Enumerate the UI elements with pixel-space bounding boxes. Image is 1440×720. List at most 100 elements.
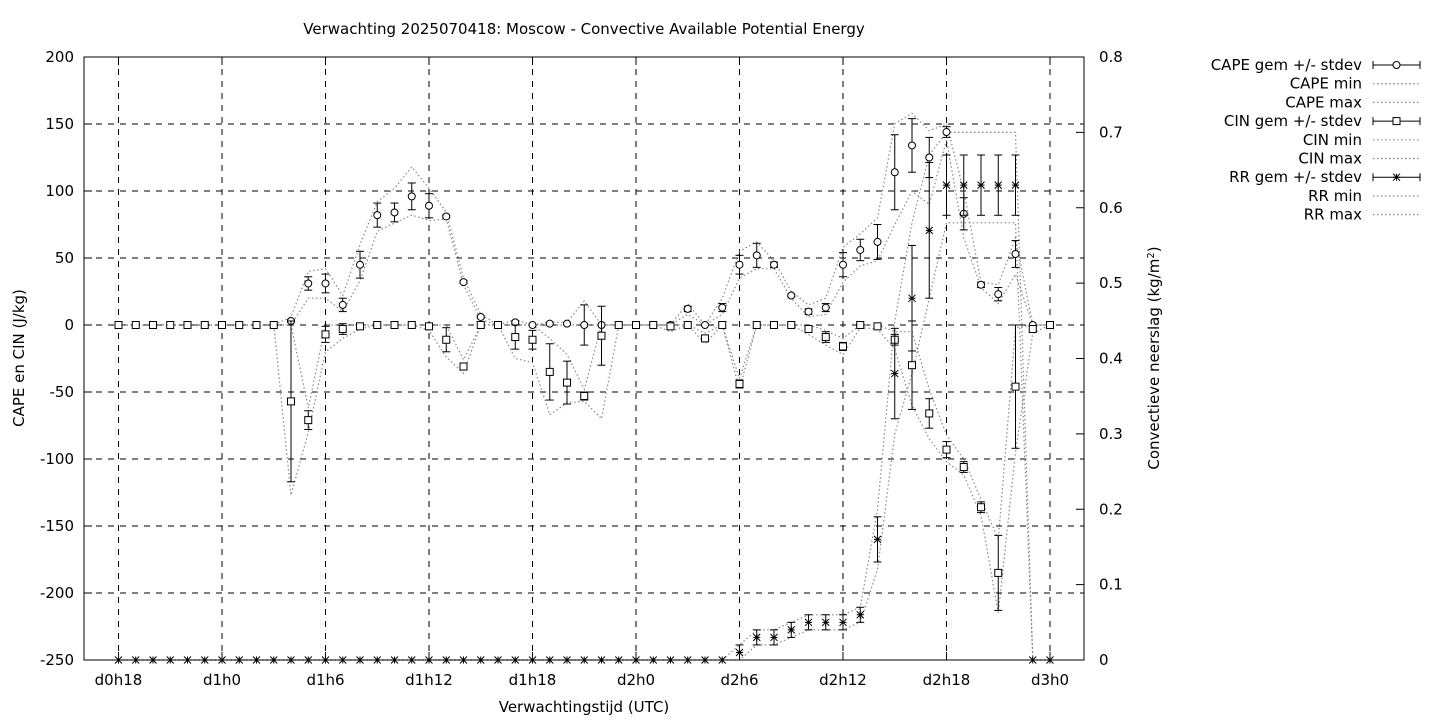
data-point-star — [752, 633, 761, 642]
data-point-circle — [1011, 249, 1020, 258]
data-point-square — [597, 331, 606, 340]
series-line-rr-min — [118, 222, 1050, 661]
data-point-circle — [321, 279, 330, 288]
data-point-square — [1011, 382, 1020, 391]
data-point-square — [407, 321, 416, 329]
data-point-square — [994, 568, 1003, 577]
y2-axis-label-end: ) — [1145, 246, 1163, 252]
y-tick-label: -250 — [40, 651, 74, 669]
data-point-square — [752, 321, 761, 329]
data-point-square — [511, 333, 520, 342]
chart-title: Verwachting 2025070418: Moscow - Convect… — [303, 20, 865, 38]
data-point-square — [1028, 325, 1037, 334]
data-point-square — [114, 321, 123, 329]
y-tick-label: -200 — [40, 584, 74, 602]
data-point-square — [476, 321, 485, 329]
legend-label: RR gem +/- stdev — [1229, 168, 1362, 186]
data-point-star — [804, 618, 813, 627]
data-point-square — [563, 378, 571, 387]
y2-tick-label: 0.7 — [1099, 123, 1123, 141]
data-point-square — [839, 342, 847, 351]
data-point-square — [200, 321, 209, 329]
data-point-square — [959, 463, 968, 472]
data-point-circle — [425, 201, 433, 210]
data-point-square — [683, 321, 692, 329]
data-point-circle — [821, 303, 830, 312]
data-point-circle — [390, 208, 399, 217]
data-point-square — [166, 321, 175, 329]
y-tick-label: 200 — [45, 48, 74, 66]
data-point-square — [235, 321, 244, 329]
data-point-square — [459, 362, 468, 371]
y-tick-label: 0 — [64, 316, 74, 334]
data-point-circle — [373, 211, 382, 220]
data-point-square — [735, 379, 744, 388]
data-point-circle — [545, 319, 554, 328]
legend-label: CAPE min — [1290, 75, 1362, 93]
data-point-square — [770, 321, 778, 329]
legend-label: CIN max — [1298, 150, 1362, 168]
data-point-square — [149, 321, 157, 329]
y-tick-label: -50 — [50, 383, 75, 401]
data-point-square — [269, 321, 278, 329]
data-point-circle — [770, 260, 778, 269]
data-point-circle — [839, 260, 847, 269]
data-point-circle — [787, 291, 796, 300]
data-point-star — [977, 181, 985, 189]
x-tick-label: d1h6 — [306, 671, 344, 689]
series-cape-gem-stdev — [114, 118, 1054, 346]
data-point-circle — [1392, 61, 1401, 69]
data-point-square — [649, 321, 658, 329]
y-tick-label: -100 — [40, 450, 74, 468]
data-point-square — [1046, 321, 1054, 329]
data-point-circle — [752, 251, 761, 260]
x-tick-label: d2h18 — [923, 671, 971, 689]
legend-label: CAPE max — [1285, 93, 1362, 111]
data-point-circle — [407, 192, 416, 201]
data-point-square — [390, 321, 399, 329]
data-point-square — [804, 325, 813, 334]
grid-lines — [84, 57, 1084, 660]
data-point-square — [287, 397, 295, 406]
data-point-circle — [563, 319, 571, 328]
data-point-square — [614, 321, 623, 329]
data-point-circle — [994, 290, 1003, 299]
y-tick-label: -150 — [40, 517, 74, 535]
y2-tick-label: 0.2 — [1099, 500, 1123, 518]
data-point-star — [873, 535, 882, 544]
data-point-square — [442, 335, 451, 344]
data-point-square — [580, 392, 589, 401]
y2-tick-label: 0.8 — [1099, 48, 1123, 66]
data-point-square — [218, 321, 226, 329]
y2-tick-label: 0.1 — [1099, 576, 1123, 594]
data-point-circle — [304, 279, 313, 288]
x-tick-label: d1h12 — [405, 671, 453, 689]
legend-label: RR max — [1304, 206, 1362, 224]
data-point-circle — [856, 245, 865, 254]
axes: d0h18 d1h0 d1h6 d1h12 d1h18 d2h0 d2h6 d2h12 d2h1… — [40, 48, 1123, 689]
data-point-star — [925, 226, 934, 235]
data-point-circle — [683, 304, 692, 313]
data-point-star — [994, 181, 1003, 189]
data-point-circle — [925, 153, 934, 162]
legend-label: CAPE gem +/- stdev — [1211, 56, 1362, 74]
data-point-square — [856, 321, 865, 329]
data-point-square — [545, 367, 554, 376]
data-point-square — [942, 445, 951, 454]
data-point-square — [873, 322, 882, 331]
data-point-square — [908, 361, 916, 370]
data-point-circle — [718, 303, 727, 312]
data-point-circle — [873, 237, 882, 246]
x-axis-label: Verwachtingstijd (UTC) — [499, 698, 670, 716]
y2-tick-label: 0.6 — [1099, 199, 1123, 217]
series-layer — [114, 112, 1054, 664]
legend-label: CIN gem +/- stdev — [1224, 112, 1362, 130]
data-point-star — [908, 294, 916, 303]
x-tick-label: d2h0 — [617, 671, 655, 689]
data-point-star — [787, 625, 796, 634]
data-point-square — [925, 409, 934, 418]
data-point-circle — [356, 260, 364, 269]
data-point-square — [701, 334, 709, 343]
data-point-circle — [580, 321, 589, 329]
